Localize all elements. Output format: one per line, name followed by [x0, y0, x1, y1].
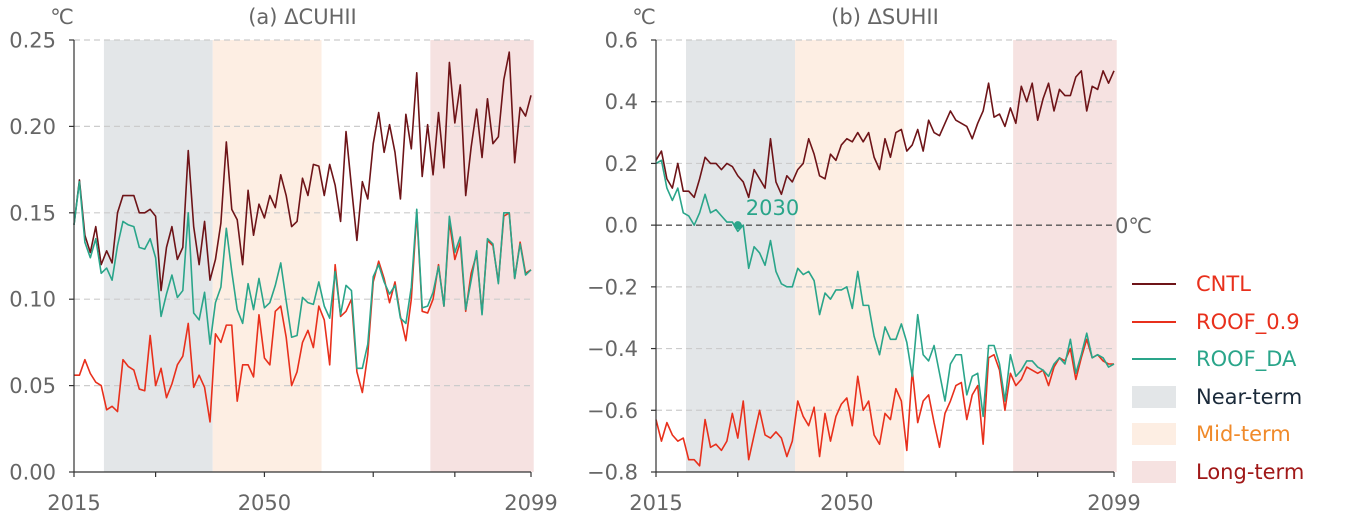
y-tick-label: 0.20 [9, 115, 56, 139]
series-line-roof-0-9 [74, 212, 532, 423]
legend-label-long-term: Long-term [1196, 459, 1305, 484]
y-tick-label: 0.00 [9, 461, 56, 485]
y-tick-label: 0.15 [9, 201, 56, 225]
legend-swatch-mid-term [1132, 423, 1176, 445]
y-tick-label: 0.25 [9, 29, 56, 53]
legend-label-roof-09: ROOF_0.9 [1196, 309, 1300, 334]
y-tick-label: 0.2 [605, 152, 638, 176]
legend-label-near-term: Near-term [1196, 384, 1303, 409]
legend-swatch-long-term [1132, 460, 1176, 483]
legend-item-cntl: CNTL [1132, 266, 1342, 304]
chart-panel-a: 0.00 0.05 0.10 0.15 0.20 0.25 2015 2050 2099 ℃ (a)… [9, 5, 557, 515]
legend-label-roof-da: ROOF_DA [1196, 347, 1297, 371]
y-tick-label: 0.10 [9, 288, 56, 312]
series-line-roof-da [73, 180, 532, 370]
legend-item-roof-09: ROOF_0.9 [1132, 304, 1342, 342]
legend-label-mid-term: Mid-term [1196, 422, 1291, 446]
y-tick-label: −0.4 [587, 337, 638, 361]
y-axis-unit-label: ℃ [50, 5, 74, 29]
annotation-label: 2030 [746, 196, 799, 220]
period-band-mid-term [795, 40, 905, 472]
x-tick-label: 2099 [504, 491, 557, 515]
legend-swatch-cntl [1132, 283, 1176, 285]
x-tick-label: 2050 [238, 491, 291, 515]
x-tick-label: 2050 [820, 491, 873, 515]
y-tick-label: −0.8 [587, 461, 638, 485]
y-tick-label: 0.4 [605, 90, 638, 114]
legend-item-near-term: Near-term [1132, 379, 1342, 417]
y-tick-label: 0.05 [9, 374, 56, 398]
panel-title: (a) ΔCUHII [248, 5, 357, 29]
legend-label-cntl: CNTL [1196, 272, 1251, 296]
annotation-point [733, 221, 742, 230]
x-tick-label: 2015 [629, 491, 682, 515]
legend-swatch-near-term [1132, 385, 1176, 408]
legend-swatch-roof-da [1132, 358, 1176, 360]
legend-item-long-term: Long-term [1132, 454, 1342, 492]
y-tick-label: −0.2 [587, 275, 638, 299]
legend-swatch-roof-09 [1132, 320, 1176, 323]
series-line-roof-da [655, 159, 1115, 418]
zero-reference-label: 0℃ [1115, 214, 1152, 238]
legend: CNTL ROOF_0.9 ROOF_DA Near-term Mid-term… [1132, 266, 1342, 491]
y-axis-unit-label: ℃ [632, 5, 656, 29]
y-tick-label: 0.6 [605, 29, 638, 53]
series-line-cntl [73, 51, 532, 292]
legend-item-mid-term: Mid-term [1132, 416, 1342, 454]
x-tick-label: 2015 [47, 491, 100, 515]
period-band-near-term [685, 40, 796, 472]
legend-item-roof-da: ROOF_DA [1132, 341, 1342, 379]
series-line-roof-0-9 [655, 338, 1114, 467]
period-band-long-term [1013, 40, 1117, 472]
y-tick-label: −0.6 [587, 399, 638, 423]
panel-title: (b) ΔSUHII [831, 5, 939, 29]
series-line-cntl [655, 70, 1115, 199]
x-tick-label: 2099 [1087, 491, 1140, 515]
chart-panel-b: 0℃ 2030 −0.8 −0.6 −0.4 −0.2 0.0 0.2 0.4 0.6 2015 20… [587, 5, 1152, 515]
period-band-mid-term [212, 40, 322, 472]
y-tick-label: 0.0 [605, 214, 638, 238]
